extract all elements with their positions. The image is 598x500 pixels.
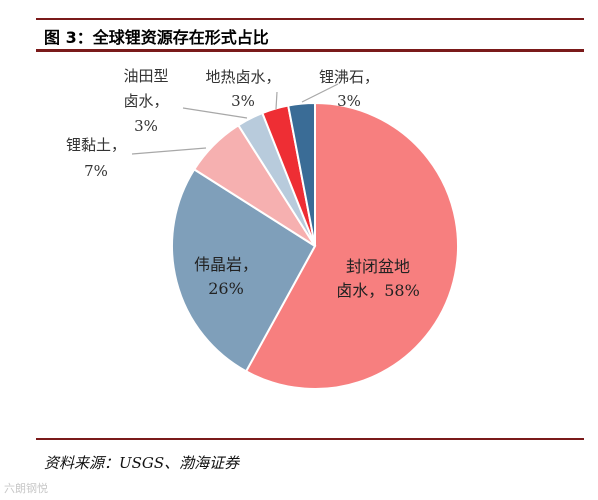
leader-line xyxy=(131,147,207,155)
slice-label-line: 3% xyxy=(231,92,255,110)
slice-label-line: 3% xyxy=(337,92,361,110)
slice-label-line: 7% xyxy=(84,162,108,180)
slice-label: 油田型卤水， 3% xyxy=(123,67,168,135)
slice-label-line: 卤水， xyxy=(123,92,168,110)
slice-labels: 封闭盆地卤水，58%伟晶岩， 26%锂黏土， 7%油田型卤水， 3%地热卤水， 3%锂沸… xyxy=(66,67,420,300)
leader-line xyxy=(301,83,339,103)
bottom-rule xyxy=(36,438,584,440)
leader-lines xyxy=(131,83,339,155)
slice-label: 封闭盆地卤水，58% xyxy=(336,257,420,300)
slice-label: 锂黏土， 7% xyxy=(66,136,126,180)
title-rule xyxy=(36,49,584,52)
slice-label-line: 封闭盆地 xyxy=(346,257,410,276)
source-note: 资料来源：USGS、渤海证券 xyxy=(44,454,240,472)
pie-chart: 封闭盆地卤水，58%伟晶岩， 26%锂黏土， 7%油田型卤水， 3%地热卤水， 3%锂沸… xyxy=(66,67,459,390)
top-rule xyxy=(36,18,584,20)
slice-label: 伟晶岩， 26% xyxy=(194,255,258,298)
slice-label-line: 卤水，58% xyxy=(336,281,420,300)
slice-label-line: 地热卤水， xyxy=(205,68,280,86)
slice-label-line: 伟晶岩， xyxy=(194,255,258,274)
pie-slice xyxy=(171,167,317,373)
leader-line xyxy=(182,107,248,119)
figure-title: 图 3：全球锂资源存在形式占比 xyxy=(44,28,269,47)
watermark: 六朗钢悦 xyxy=(4,482,48,495)
leader-line xyxy=(275,91,278,110)
slice-label-line: 锂沸石， xyxy=(319,68,379,86)
slice-label-line: 油田型 xyxy=(123,67,168,85)
pie-slice xyxy=(244,101,459,390)
slice-label-line: 26% xyxy=(208,279,244,298)
slice-label-line: 3% xyxy=(134,117,158,135)
slice-label: 地热卤水， 3% xyxy=(205,68,280,110)
slice-label: 锂沸石， 3% xyxy=(319,68,379,110)
pie-slices xyxy=(171,101,459,390)
slice-label-line: 锂黏土， xyxy=(66,136,126,154)
pie-slice xyxy=(287,101,316,247)
